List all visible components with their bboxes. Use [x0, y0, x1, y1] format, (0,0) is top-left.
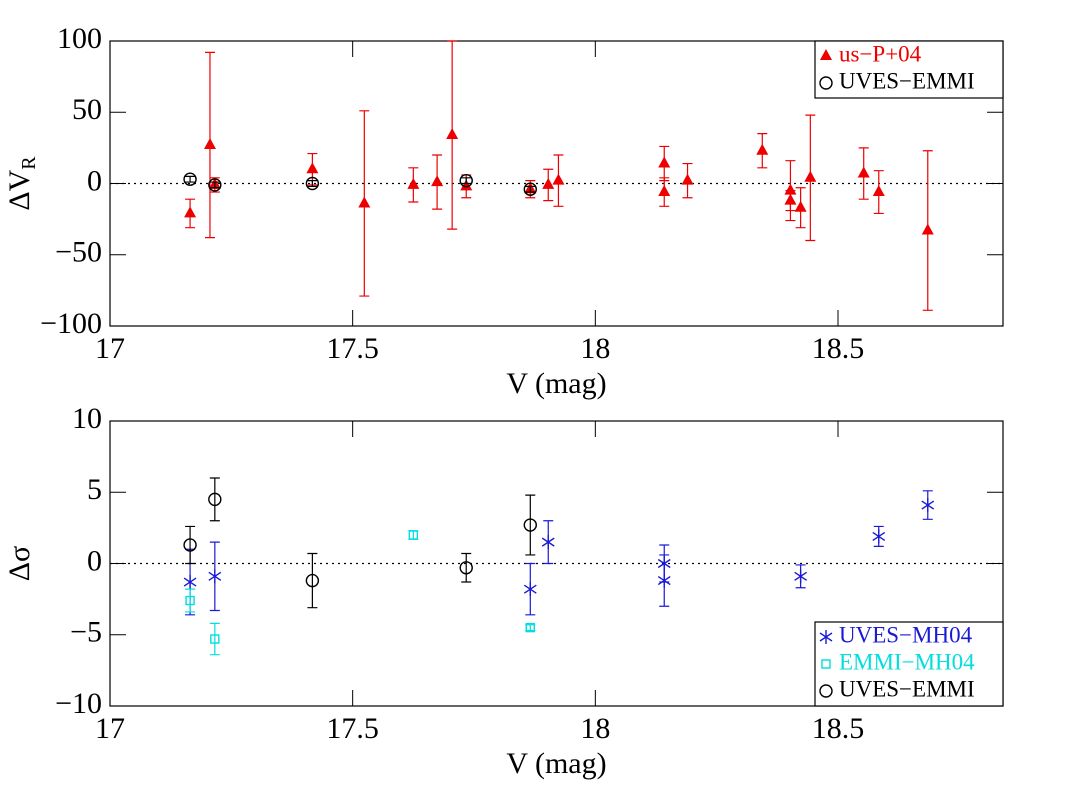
- legend-label: UVES−MH04: [839, 622, 973, 647]
- error-bar: [461, 552, 472, 583]
- error-bar: [525, 494, 536, 556]
- marker: [784, 183, 797, 195]
- marker: [523, 182, 537, 196]
- marker: [794, 200, 807, 212]
- y-tick-label: 50: [72, 93, 102, 126]
- legend-box: [814, 621, 1004, 707]
- y-tick-label: 0: [87, 544, 102, 577]
- y-tick-label: 5: [87, 473, 102, 506]
- error-bar: [525, 185, 536, 193]
- marker: [407, 177, 420, 189]
- error-bar: [185, 525, 196, 565]
- x-axis-label: V (mag): [506, 747, 606, 780]
- marker: [306, 162, 319, 174]
- marker: [756, 143, 769, 155]
- marker: [459, 173, 473, 188]
- x-tick-label: 18.5: [812, 712, 865, 745]
- marker: [872, 529, 886, 544]
- y-tick-label: 100: [57, 22, 102, 55]
- marker: [658, 185, 671, 197]
- marker: [804, 170, 817, 182]
- marker: [681, 173, 694, 185]
- x-tick-label: 17.5: [326, 332, 379, 365]
- marker: [208, 492, 222, 507]
- marker: [305, 176, 320, 191]
- legend-marker: [819, 76, 833, 90]
- x-tick-label: 17.5: [326, 712, 379, 745]
- marker: [921, 223, 934, 235]
- error-bar: [209, 477, 220, 522]
- x-axis-label: V (mag): [506, 367, 606, 400]
- legend-label: us−P+04: [839, 41, 922, 66]
- y-axis-label: Δσ: [3, 546, 36, 581]
- marker: [210, 634, 220, 644]
- marker: [525, 622, 535, 633]
- x-tick-label: 18.5: [812, 332, 865, 365]
- marker: [921, 498, 935, 513]
- marker: [872, 185, 885, 197]
- x-tick-label: 17: [95, 712, 125, 745]
- legend-label: UVES−EMMI: [839, 676, 975, 701]
- error-bar: [461, 177, 472, 185]
- legend-label: UVES−EMMI: [839, 68, 975, 93]
- y-tick-label: −50: [55, 236, 102, 269]
- marker: [203, 138, 216, 150]
- error-bar: [209, 622, 220, 656]
- marker: [305, 573, 320, 588]
- y-tick-label: −10: [55, 687, 102, 720]
- error-bar: [185, 175, 196, 183]
- x-tick-label: 17: [95, 332, 125, 365]
- error-bar: [307, 180, 318, 187]
- marker: [794, 569, 808, 584]
- x-tick-label: 18: [580, 332, 610, 365]
- marker: [183, 538, 197, 552]
- marker: [657, 573, 671, 588]
- marker: [431, 175, 444, 187]
- marker: [185, 595, 195, 606]
- legend-marker: [820, 49, 832, 60]
- legend-marker: [819, 684, 833, 698]
- marker: [460, 179, 473, 191]
- marker: [459, 561, 473, 575]
- marker: [784, 193, 797, 205]
- legend-marker: [821, 659, 831, 669]
- y-tick-label: −100: [40, 307, 102, 340]
- legend-box: [814, 40, 1004, 99]
- marker: [358, 196, 371, 208]
- y-axis-label: ΔVR: [3, 156, 40, 211]
- y-tick-label: 10: [72, 402, 102, 435]
- marker: [523, 518, 537, 532]
- marker: [208, 569, 222, 584]
- marker: [183, 575, 197, 590]
- marker: [184, 206, 197, 218]
- legend-marker: [819, 630, 833, 644]
- x-tick-label: 18: [580, 712, 610, 745]
- marker: [542, 177, 555, 189]
- error-bar: [307, 552, 318, 609]
- marker: [541, 535, 555, 550]
- y-tick-label: 0: [87, 164, 102, 197]
- marker: [446, 128, 459, 140]
- legend-label: EMMI−MH04: [839, 649, 975, 674]
- marker: [408, 530, 419, 540]
- error-bar: [185, 588, 196, 613]
- marker: [552, 173, 565, 185]
- marker: [208, 178, 222, 192]
- marker: [523, 582, 537, 597]
- error-bar: [209, 181, 220, 189]
- marker: [183, 172, 197, 186]
- y-axis-label-main: Δσ: [3, 546, 36, 581]
- y-axis-label-subscript: R: [18, 156, 40, 170]
- marker: [658, 156, 671, 168]
- y-tick-label: −5: [70, 616, 102, 649]
- marker: [857, 166, 870, 178]
- y-axis-label-main: ΔV: [3, 169, 36, 210]
